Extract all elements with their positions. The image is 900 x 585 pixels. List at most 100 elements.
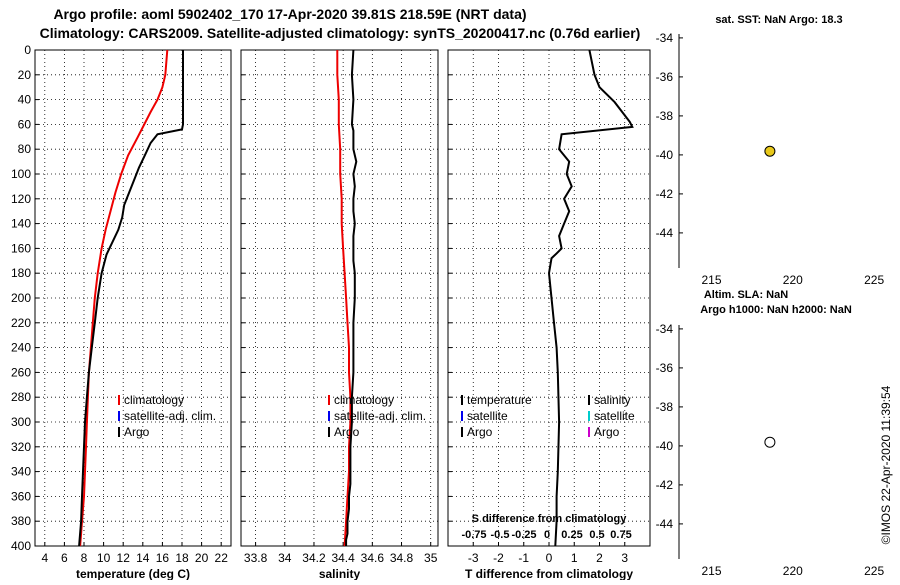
y-tick-label: 40 (18, 93, 32, 107)
legend-label: climatology (334, 393, 394, 407)
sla-map-subtitle: Argo h1000: NaN h2000: NaN (700, 304, 852, 316)
plot-frame (240, 49, 439, 547)
y-tick-label: 120 (11, 192, 31, 206)
map-y-tick-label: -42 (656, 478, 674, 492)
x-tick-label: 10 (97, 551, 111, 565)
x-tick-label: -3 (468, 551, 479, 565)
x-tick-label: 34.2 (302, 551, 326, 565)
map-x-tick-label: 225 (864, 564, 884, 578)
argo-location-marker (764, 436, 776, 448)
figure-title-line1: Argo profile: aoml 5902402_170 17-Apr-20… (53, 6, 526, 22)
secondary-tick-label: 0.5 (589, 529, 604, 541)
y-tick-label: 320 (11, 440, 31, 454)
x-tick-label: 14 (136, 551, 150, 565)
sla-map-panel: -34 -36 -38 -40 -42 -44 215 220 225 Altim. SLA: N… (656, 289, 885, 578)
y-tick-label: 140 (11, 217, 31, 231)
y-tick-label: 300 (11, 415, 31, 429)
x-tick-label: 33.8 (244, 551, 268, 565)
y-tick-label: 220 (11, 316, 31, 330)
legend-label: satellite-adj. clim. (334, 409, 426, 423)
sst-map-title: sat. SST: NaN Argo: 18.3 (715, 14, 842, 26)
y-tick-label: 360 (11, 489, 31, 503)
x-tick-label: 22 (215, 551, 229, 565)
sla-map-title: Altim. SLA: NaN (704, 289, 788, 301)
x-axis-label: salinity (319, 567, 361, 580)
map-y-tick-label: -34 (656, 31, 674, 45)
x-tick-label: -2 (493, 551, 504, 565)
map-y-tick-label: -36 (656, 361, 674, 375)
x-tick-label: 8 (81, 551, 88, 565)
figure-title-line2: Climatology: CARS2009. Satellite-adjuste… (40, 25, 641, 41)
y-tick-label: 0 (24, 43, 31, 57)
series-line-argo (345, 49, 358, 546)
x-tick-label: 35 (424, 551, 438, 565)
secondary-tick-label: -0.75 (461, 529, 486, 541)
y-tick-label: 20 (18, 68, 32, 82)
x-tick-label: 3 (621, 551, 628, 565)
temperature-panel: 4 6 8 10 12 14 16 18 20 2202040608010012014016018… (11, 43, 232, 581)
legend-label: satellite (467, 409, 508, 423)
x-tick-label: 34.4 (331, 551, 355, 565)
x-axis-label: temperature (deg C) (76, 567, 190, 580)
map-x-tick-label: 225 (864, 273, 884, 287)
plot-frame (34, 49, 232, 547)
argo-location-marker (764, 145, 776, 157)
y-tick-label: 200 (11, 291, 31, 305)
timestamp-label: ©IMOS 22-Apr-2020 11:39:54 (879, 385, 893, 544)
x-tick-label: 34 (278, 551, 292, 565)
secondary-tick-label: -0.25 (511, 529, 536, 541)
x-tick-label: 6 (61, 551, 68, 565)
x-tick-label: -1 (518, 551, 529, 565)
x-tick-label: 18 (175, 551, 189, 565)
series-line-argo (547, 49, 634, 547)
map-x-tick-label: 220 (783, 273, 803, 287)
series-line-climatology (336, 50, 352, 547)
salinity-panel: 33.8 34 34.2 34.4 34.6 34.8 35 salinity climatol… (240, 49, 439, 581)
x-tick-label: 34.8 (390, 551, 414, 565)
map-y-tick-label: -44 (656, 517, 674, 531)
series-line-argo (78, 50, 184, 547)
plot-frame (447, 49, 651, 547)
y-tick-label: 160 (11, 241, 31, 255)
y-tick-label: 260 (11, 365, 31, 379)
y-tick-label: 280 (11, 390, 31, 404)
y-tick-label: 60 (18, 117, 32, 131)
x-tick-label: 4 (41, 551, 48, 565)
legend-label: satellite (594, 409, 635, 423)
map-y-tick-label: -34 (656, 322, 674, 336)
x-tick-label: 16 (156, 551, 170, 565)
map-x-tick-label: 215 (702, 564, 722, 578)
map-y-tick-label: -40 (656, 148, 674, 162)
secondary-axis-label: S difference from climatology (472, 513, 628, 525)
map-y-tick-label: -40 (656, 439, 674, 453)
map-x-tick-label: 215 (702, 273, 722, 287)
x-tick-label: 20 (195, 551, 209, 565)
difference-panel: -3 -2 -1 0 1 2 3 T difference from climatology t… (447, 49, 651, 581)
y-tick-label: 240 (11, 341, 31, 355)
x-tick-label: 34.6 (361, 551, 385, 565)
map-y-tick-label: -44 (656, 226, 674, 240)
y-tick-label: 100 (11, 167, 31, 181)
secondary-tick-label: -0.5 (491, 529, 510, 541)
y-tick-label: 80 (18, 142, 32, 156)
x-tick-label: 0 (546, 551, 553, 565)
x-tick-label: 1 (571, 551, 578, 565)
map-y-tick-label: -38 (656, 109, 674, 123)
map-y-tick-label: -38 (656, 400, 674, 414)
map-y-tick-label: -36 (656, 70, 674, 84)
legend-label: Argo (467, 425, 493, 439)
legend-label: satellite-adj. clim. (124, 409, 216, 423)
sst-map-panel: -34 -36 -38 -40 -42 -44 215 220 225 sat. SST: NaN… (656, 14, 885, 287)
x-tick-label: 2 (596, 551, 603, 565)
legend-label: Argo (124, 425, 150, 439)
legend-label: temperature (467, 393, 532, 407)
y-tick-label: 180 (11, 266, 31, 280)
legend-label: Argo (594, 425, 620, 439)
x-tick-label: 12 (117, 551, 131, 565)
legend-label: Argo (334, 425, 360, 439)
legend-label: salinity (594, 393, 631, 407)
secondary-tick-label: 0.25 (561, 529, 582, 541)
series-line-climatology (79, 49, 169, 547)
map-x-tick-label: 220 (783, 564, 803, 578)
